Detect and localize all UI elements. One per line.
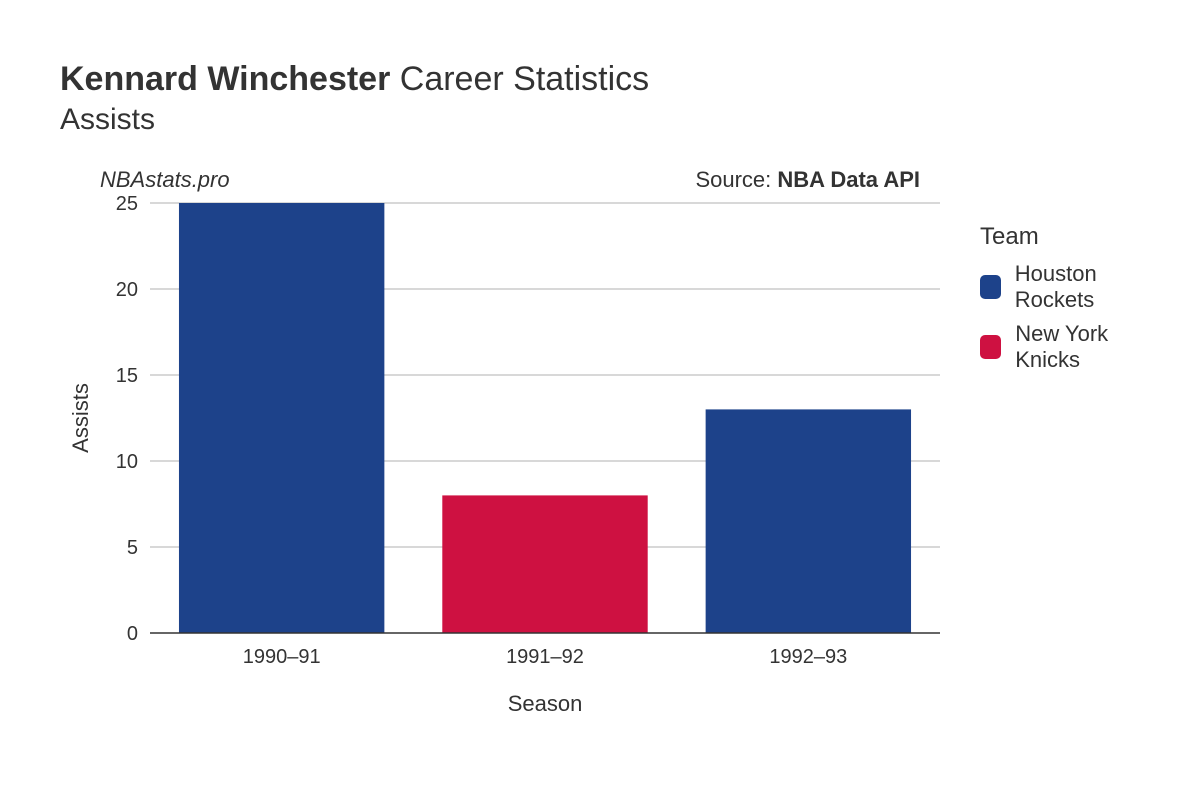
bar	[706, 409, 911, 633]
y-tick-label: 15	[116, 365, 138, 387]
bar	[179, 203, 384, 633]
legend-label: Houston Rockets	[1015, 261, 1160, 313]
x-tick-label: 1990–91	[243, 646, 321, 668]
watermark-text: NBAstats.pro	[100, 167, 230, 193]
bar	[442, 495, 647, 633]
title-bold-part: Kennard Winchester	[60, 60, 390, 98]
chart-subtitle: Assists	[60, 103, 1160, 137]
chart-area: 0 5 10 15 20 25 1990–91 1991–92 1992–93 Season Ass…	[60, 193, 960, 733]
legend-item: New York Knicks	[980, 321, 1160, 373]
chart-title: Kennard Winchester Career Statistics	[60, 60, 1160, 99]
chart-wrap: 0 5 10 15 20 25 1990–91 1991–92 1992–93 Season Ass…	[60, 193, 1160, 733]
x-axis-label: Season	[508, 691, 583, 716]
y-tick-label: 20	[116, 279, 138, 301]
legend-title: Team	[980, 223, 1160, 251]
source-name: NBA Data API	[777, 167, 920, 192]
y-tick-label: 5	[127, 537, 138, 559]
legend: Team Houston Rockets New York Knicks	[980, 223, 1160, 381]
x-tick-label: 1992–93	[769, 646, 847, 668]
title-light-part: Career Statistics	[390, 60, 649, 98]
source-text: Source: NBA Data API	[695, 167, 920, 193]
title-block: Kennard Winchester Career Statistics Ass…	[60, 60, 1160, 137]
legend-swatch	[980, 335, 1001, 359]
bar-chart-svg: 0 5 10 15 20 25 1990–91 1991–92 1992–93 Season Ass…	[60, 193, 960, 733]
source-prefix: Source:	[695, 167, 777, 192]
chart-container: Kennard Winchester Career Statistics Ass…	[0, 0, 1200, 800]
x-tick-label: 1991–92	[506, 646, 584, 668]
legend-swatch	[980, 275, 1001, 299]
legend-label: New York Knicks	[1015, 321, 1160, 373]
legend-item: Houston Rockets	[980, 261, 1160, 313]
y-tick-label: 25	[116, 193, 138, 215]
y-tick-label: 10	[116, 451, 138, 473]
y-axis-label: Assists	[68, 383, 93, 453]
y-tick-label: 0	[127, 623, 138, 645]
meta-row: NBAstats.pro Source: NBA Data API	[100, 167, 920, 193]
